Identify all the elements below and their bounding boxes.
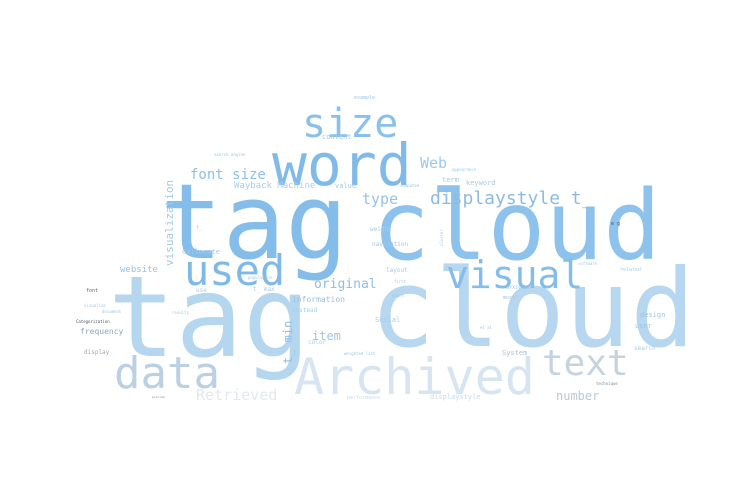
cloud-word-tag-huge: tag (108, 253, 311, 383)
cloud-word-display: display (84, 349, 110, 356)
cloud-word-use: use (196, 287, 207, 294)
cloud-word-tag-left: tag (160, 161, 348, 283)
cloud-word-data: data (114, 348, 220, 399)
cloud-word-social: Social (375, 316, 401, 324)
cloud-word-number: number (556, 389, 600, 403)
cloud-word-retrieved: Retrieved (196, 386, 278, 404)
cloud-word-most: most (503, 295, 516, 301)
cloud-word-user: user (635, 322, 652, 330)
cloud-word-t-min: t_ min (281, 320, 295, 364)
cloud-word-related: related (620, 267, 642, 273)
cloud-word-keyword: keyword (466, 179, 496, 187)
cloud-word-weight: weight (370, 226, 392, 233)
cloud-word-technique: technique (596, 381, 618, 386)
cloud-word-t-max: t_ max (253, 286, 275, 293)
cloud-word-original: original (314, 277, 377, 292)
cloud-word-population: population (248, 275, 273, 280)
cloud-word-displaystyle: displaystyle (430, 393, 481, 401)
cloud-word-used: used (184, 246, 286, 295)
cloud-word-weighted-list: weighted list (344, 351, 376, 356)
cloud-word-archived: Archived (294, 348, 535, 406)
cloud-word-font: font (86, 288, 99, 294)
cloud-word-search: search (634, 345, 656, 352)
cloud-word-cluster: cluster (439, 229, 444, 246)
cloud-word-value: value (335, 182, 357, 190)
cloud-word-design: design (640, 311, 666, 319)
cloud-word-color: color (308, 339, 327, 346)
cloud-word-information: information (292, 295, 345, 304)
cloud-word-visualize: visualize (84, 303, 106, 308)
cloud-word-content: content (322, 133, 352, 141)
cloud-word-item: item (312, 329, 341, 343)
cloud-word-results: results (172, 310, 189, 315)
cloud-word-visual: visual (446, 253, 584, 297)
cloud-word-collocate: Collocate (182, 248, 220, 256)
cloud-word-computed: computed (400, 183, 420, 188)
cloud-word-provide: provide (152, 395, 165, 399)
cloud-word-software: software (578, 261, 598, 266)
cloud-word-performance: performance (347, 395, 381, 401)
cloud-word-frequency: frequency (80, 327, 124, 336)
cloud-word-arxiv: arXiv.cs (506, 285, 531, 291)
cloud-word-system: System (502, 349, 528, 357)
cloud-word-type: type (362, 190, 399, 208)
cloud-word-appearance: appearance (452, 167, 477, 172)
cloud-word-text: text (542, 343, 629, 384)
cloud-word-word: word (272, 131, 412, 199)
cloud-word-count: count (392, 293, 405, 298)
cloud-word-document: document (102, 309, 122, 314)
cloud-word-wayback: Wayback Machine (234, 181, 316, 191)
cloud-word-term: term (442, 176, 459, 184)
cloud-word-navigation: navigation (372, 241, 409, 248)
cloud-word-cloud-left: cloud (372, 170, 661, 282)
cloud-word-first: first (394, 279, 407, 284)
cloud-word-search-engine: search engine (214, 152, 246, 157)
cloud-word-e-g: e g (611, 221, 621, 227)
cloud-word-categorization: Categorization (76, 319, 110, 324)
cloud-word-layout: layout (386, 267, 408, 274)
cloud-word-web: Web (420, 154, 448, 172)
cloud-word-et-al: et al (480, 325, 493, 330)
cloud-word-displaystyle-t: displaystyle t_ (430, 188, 593, 209)
cloud-word-size: size (302, 101, 399, 147)
cloud-word-instead: instead (292, 307, 318, 314)
cloud-word-font-size: font size (190, 167, 266, 183)
cloud-word-visualization: visualization (163, 179, 176, 266)
cloud-word-example: example (354, 95, 376, 101)
cloud-word-cloud-huge: cloud (370, 247, 696, 372)
cloud-word-website: website (120, 265, 158, 275)
cloud-word-t-small: t_ (196, 225, 203, 231)
